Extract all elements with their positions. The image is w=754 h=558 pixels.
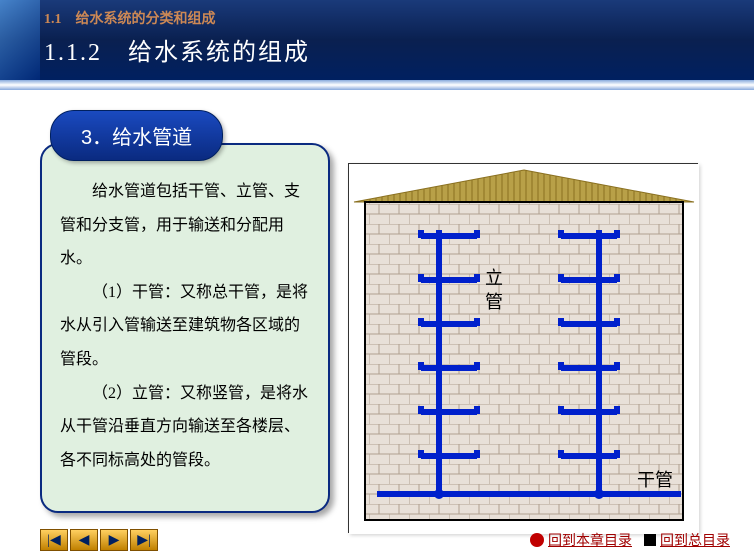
breadcrumb: 1.1 给水系统的分类和组成 (44, 8, 754, 28)
nav-last-button[interactable]: ▶| (130, 529, 158, 551)
square-icon (644, 534, 656, 546)
svg-text:管: 管 (485, 292, 503, 312)
header-decoration (0, 0, 40, 80)
chapter-toc-link[interactable]: 回到本章目录 (548, 530, 632, 550)
nav-prev-button[interactable]: ◀ (70, 529, 98, 551)
page-title: 1.1.2 给水系统的组成 (44, 32, 754, 67)
svg-text:立: 立 (485, 268, 503, 288)
nav-button-group: |◀ ◀ ▶ ▶| (40, 529, 158, 551)
footer: |◀ ◀ ▶ ▶| 回到本章目录 回到总目录 (0, 522, 754, 558)
section-pill: 3．给水管道 (50, 110, 223, 161)
bullet-icon (530, 533, 544, 547)
paragraph: （1）干管：又称总干管，是将水从引入管输送至建筑物各区域的管段。 (60, 276, 310, 377)
text-box: 给水管道包括干管、立管、支管和分支管，用于输送和分配用水。 （1）干管：又称总干… (40, 143, 330, 513)
nav-next-button[interactable]: ▶ (100, 529, 128, 551)
paragraph: （2）立管：又称竖管，是将水从干管沿垂直方向输送至各楼层、各不同标高处的管段。 (60, 377, 310, 478)
divider-band (0, 80, 754, 90)
main-toc-link[interactable]: 回到总目录 (660, 530, 730, 550)
nav-first-button[interactable]: |◀ (40, 529, 68, 551)
pipe-diagram: 立管干管 (349, 164, 699, 534)
content-area: 3．给水管道 给水管道包括干管、立管、支管和分支管，用于输送和分配用水。 （1）… (0, 90, 754, 533)
diagram-container: 立管干管 (348, 163, 698, 533)
footer-links: 回到本章目录 回到总目录 (530, 530, 730, 550)
paragraph: 给水管道包括干管、立管、支管和分支管，用于输送和分配用水。 (60, 175, 310, 276)
slide-header: 1.1 给水系统的分类和组成 1.1.2 给水系统的组成 (0, 0, 754, 80)
svg-text:干管: 干管 (637, 470, 673, 490)
